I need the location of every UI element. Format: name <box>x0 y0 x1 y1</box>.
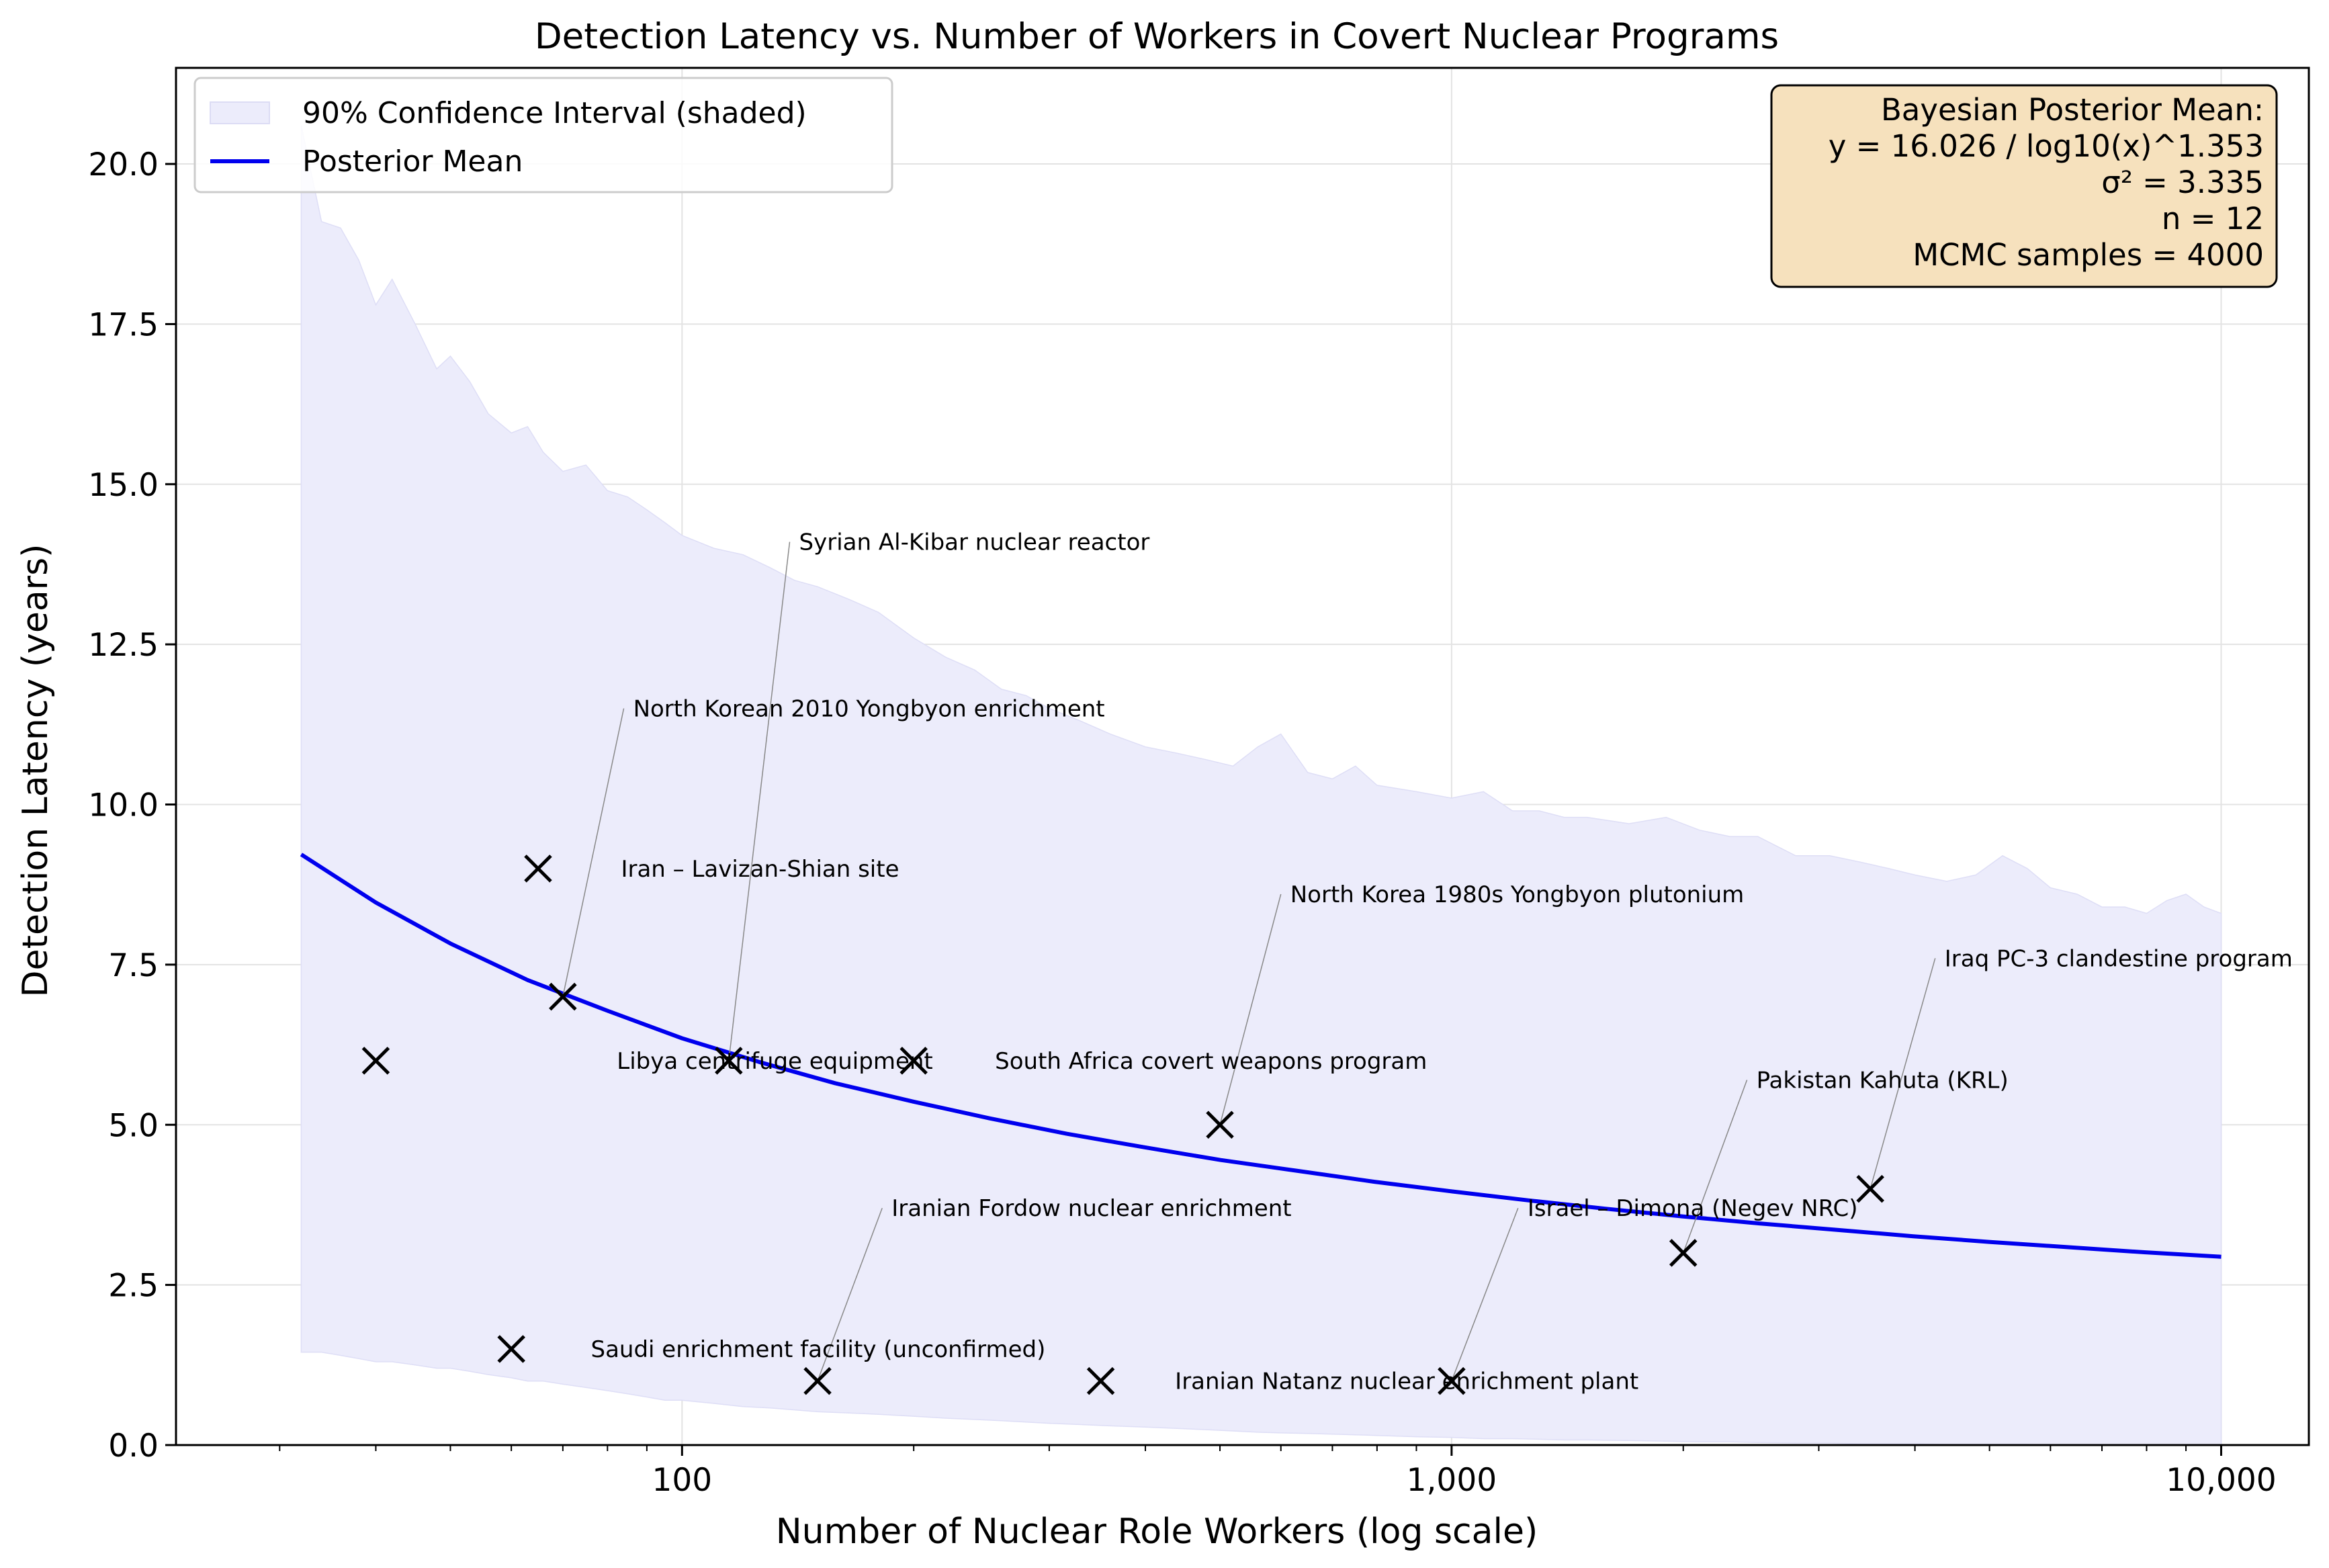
data-point-marker <box>1438 1366 1466 1395</box>
stats-box: Bayesian Posterior Mean: y = 16.026 / lo… <box>1770 84 2278 288</box>
data-points-layer <box>361 855 1884 1395</box>
point-label: Iranian Natanz nuclear enrichment plant <box>1175 1368 1638 1395</box>
leader-line <box>1683 1080 1748 1254</box>
stats-line-4: n = 12 <box>2162 201 2264 236</box>
point-label: Libya centrifuge equipment <box>617 1048 932 1075</box>
y-tick-label: 20.0 <box>88 146 159 183</box>
legend-band-label: 90% Confidence Interval (shaded) <box>302 96 807 130</box>
marker-stroke <box>1206 1110 1234 1139</box>
y-tick-label: 10.0 <box>88 787 159 824</box>
data-point-marker <box>1669 1239 1698 1267</box>
point-label: Syrian Al-Kibar nuclear reactor <box>799 529 1150 556</box>
point-label: North Korean 2010 Yongbyon enrichment <box>633 695 1105 722</box>
data-point-marker <box>1206 1110 1234 1139</box>
data-point-marker <box>524 855 552 883</box>
y-tick-label: 7.5 <box>108 947 159 984</box>
data-point-marker <box>1856 1174 1884 1203</box>
x-axis-label: Number of Nuclear Role Workers (log scal… <box>776 1512 1538 1552</box>
leader-line <box>817 1207 883 1381</box>
marker-stroke <box>715 1047 743 1075</box>
point-label: Iran – Lavizan-Shian site <box>621 856 899 883</box>
posterior-mean-layer <box>300 853 2222 1259</box>
y-tick-label: 12.5 <box>88 627 159 664</box>
marker-stroke <box>497 1335 525 1363</box>
marker-stroke <box>524 855 552 883</box>
stats-line-5: MCMC samples = 4000 <box>1913 237 2264 273</box>
leader-line <box>728 541 791 1061</box>
point-label: North Korea 1980s Yongbyon plutonium <box>1290 881 1745 908</box>
point-label: Saudi enrichment facility (unconfirmed) <box>591 1336 1046 1363</box>
legend-band-swatch <box>210 101 270 124</box>
y-tick-label: 15.0 <box>88 467 159 504</box>
leader-lines-layer <box>562 541 1936 1381</box>
marker-stroke <box>803 1366 832 1395</box>
stats-line-1: Bayesian Posterior Mean: <box>1881 92 2264 128</box>
marker-stroke <box>1669 1239 1698 1267</box>
marker-stroke <box>1086 1366 1115 1395</box>
data-point-marker <box>497 1335 525 1363</box>
x-tick-label: 10,000 <box>2166 1462 2276 1499</box>
chart-title: Detection Latency vs. Number of Workers … <box>535 16 1779 57</box>
point-label: South Africa covert weapons program <box>995 1048 1427 1075</box>
marker-stroke <box>1856 1174 1884 1203</box>
marker-stroke <box>549 982 577 1011</box>
data-point-marker <box>803 1366 832 1395</box>
y-tick-label: 2.5 <box>108 1268 159 1305</box>
stats-box-background <box>1770 84 2278 288</box>
plot-frame <box>175 67 2310 1446</box>
posterior-mean-line <box>300 853 2222 1259</box>
leader-line <box>1451 1207 1519 1381</box>
legend-box <box>193 77 893 193</box>
point-label: Iraq PC-3 clandestine program <box>1945 945 2293 972</box>
data-point-marker <box>899 1047 928 1075</box>
data-point-marker <box>1086 1366 1115 1395</box>
y-tick-label: 5.0 <box>108 1107 159 1144</box>
legend-line-label: Posterior Mean <box>302 144 523 179</box>
x-tick-label: 1,000 <box>1407 1462 1497 1499</box>
legend: 90% Confidence Interval (shaded) Posteri… <box>193 77 893 193</box>
y-tick-label: 0.0 <box>108 1428 159 1465</box>
marker-stroke <box>1438 1366 1466 1395</box>
point-label: Israel – Dimona (Negev NRC) <box>1528 1195 1858 1222</box>
marker-stroke <box>361 1047 390 1075</box>
data-point-marker <box>549 982 577 1011</box>
leader-line <box>562 708 625 997</box>
leader-line <box>1870 958 1936 1189</box>
point-label: Iranian Fordow nuclear enrichment <box>891 1195 1291 1222</box>
data-point-marker <box>715 1047 743 1075</box>
stats-line-2: y = 16.026 / log10(x)^1.353 <box>1829 128 2264 164</box>
data-point-marker <box>361 1047 390 1075</box>
y-axis-label: Detection Latency (years) <box>15 544 56 998</box>
marker-stroke <box>899 1047 928 1075</box>
stats-line-3: σ² = 3.335 <box>2101 165 2264 200</box>
point-labels-layer: Libya centrifuge equipment Iran – Lavizan… <box>591 529 2293 1395</box>
ticks-layer: 100 1,000 10,000 0.0 2.5 5.0 7.5 10.0 12.5 15.0 17… <box>88 146 2276 1499</box>
leader-line <box>1219 894 1282 1125</box>
point-label: Pakistan Kahuta (KRL) <box>1757 1068 2009 1094</box>
y-tick-label: 17.5 <box>88 306 159 343</box>
x-tick-label: 100 <box>652 1462 712 1499</box>
